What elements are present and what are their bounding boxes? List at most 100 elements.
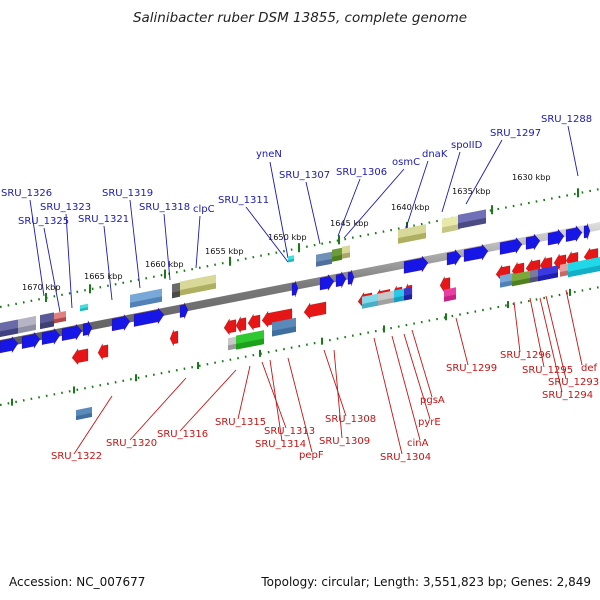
feature-block-10-shade [398, 232, 426, 244]
feature-block-15-shade [272, 326, 296, 337]
scale-label-6: 1660 kbp [145, 259, 184, 269]
feature-block-14-shade [236, 338, 264, 350]
outer-ring [0, 285, 600, 407]
leader-SRU_1296 [513, 301, 521, 353]
leader-cinA [391, 335, 421, 441]
leader-SRU_1320 [129, 377, 187, 441]
feature-block-9-shade [342, 252, 350, 259]
leader-pgsA [411, 329, 433, 398]
topology-text: Topology: circular; Length: 3,551,823 bp… [261, 575, 591, 589]
feature-block-25-shade [568, 265, 600, 278]
gene-label-SRU_1297: SRU_1297 [490, 128, 541, 139]
leader-dnaK [403, 160, 429, 235]
reverse-gene-0 [71, 348, 89, 366]
scale-label-3: 1645 kbp [330, 218, 369, 228]
forward-gene-17 [565, 225, 583, 243]
marker-cyan-2-shade [288, 258, 294, 263]
leader-SRU_1322 [73, 395, 113, 455]
forward-gene-1 [21, 331, 41, 349]
feature-block-7-shade [316, 258, 332, 267]
reverse-gene-4 [235, 316, 247, 334]
scale-label-8: 1670 kbp [22, 282, 61, 292]
gene-label-SRU_1294: SRU_1294 [542, 390, 593, 401]
gene-label-SRU_1323: SRU_1323 [40, 202, 91, 213]
forward-gene-16 [547, 228, 565, 246]
forward-gene-11 [403, 255, 429, 274]
gene-label-SRU_1308: SRU_1308 [325, 414, 376, 425]
forward-gene-4 [111, 314, 131, 332]
feature-block-19-shade [404, 294, 412, 301]
feature-block-lower-shade [76, 412, 92, 421]
reverse-gene-1 [97, 343, 109, 361]
gene-label-def: def [581, 363, 598, 374]
forward-gene-12 [446, 248, 462, 267]
gene-label-SRU_1293: SRU_1293 [548, 377, 599, 388]
gene-label-SRU_1296: SRU_1296 [500, 350, 551, 361]
gene-label-SRU_1314: SRU_1314 [255, 439, 306, 450]
leader-SRU_1316 [179, 369, 237, 432]
forward-gene-5 [133, 307, 165, 327]
feature-block-8-shade [332, 254, 342, 262]
leader-SRU_1295 [529, 297, 545, 368]
gene-label-yneN: yneN [256, 149, 282, 160]
feature-block-0-shade [0, 327, 18, 337]
forward-gene-14 [499, 236, 523, 255]
forward-gene-3 [61, 323, 83, 342]
leader-def [565, 289, 583, 366]
gene-label-SRU_1320: SRU_1320 [106, 438, 157, 449]
forward-gene-8 [319, 273, 335, 292]
forward-gene-6 [179, 302, 189, 319]
gene-label-SRU_1313: SRU_1313 [264, 426, 315, 437]
feature-block-16-shade [362, 300, 378, 309]
leader-SRU_1321 [103, 225, 113, 301]
leader-SRU_1306 [337, 178, 361, 237]
feature-block-1-shade [18, 324, 36, 334]
leader-SRU_1294 [539, 297, 563, 393]
leader-SRU_1293 [545, 295, 567, 380]
gene-label-pyrE: pyrE [418, 417, 441, 428]
gene-label-SRU_1306: SRU_1306 [336, 167, 387, 178]
reverse-gene-5 [247, 313, 261, 331]
gene-label-cinA: cinA [407, 438, 429, 449]
leader-SRU_1319 [129, 199, 141, 289]
leader-SRU_1311 [245, 206, 289, 263]
gene-label-pgsA: pgsA [420, 395, 445, 406]
leader-SRU_1307 [305, 181, 321, 245]
feature-block-11-shade [442, 223, 460, 234]
forward-gene-2 [41, 327, 61, 346]
gene-label-SRU_1325: SRU_1325 [18, 216, 69, 227]
feature-block-24-shade [560, 270, 570, 277]
feature-block-5-shade [172, 291, 180, 299]
marker-magenta-shade [444, 294, 456, 302]
scale-label-5: 1655 kbp [205, 246, 244, 256]
scale-label-2: 1640 kbp [391, 202, 430, 212]
map-title: Salinibacter ruber DSM 13855, complete g… [132, 10, 468, 26]
gene-label-SRU_1319: SRU_1319 [102, 188, 153, 199]
gene-label-SRU_1326: SRU_1326 [1, 188, 52, 199]
gene-label-osmC: osmC [392, 157, 420, 168]
leader-osmC [343, 168, 405, 239]
forward-gene-0 [0, 336, 19, 354]
gene-label-spoIID: spoIID [451, 140, 483, 151]
leader-SRU_1325 [43, 227, 61, 313]
feature-block-22-shade [530, 276, 540, 283]
leader-pyrE [403, 333, 431, 420]
scale-label-1: 1635 kbp [452, 186, 491, 196]
gene-label-SRU_1316: SRU_1316 [157, 429, 208, 440]
gene-label-pepF: pepF [299, 450, 324, 461]
forward-gene-9 [335, 271, 347, 288]
gene-label-clpC: clpC [193, 204, 215, 215]
accession-text: Accession: NC_007677 [9, 575, 146, 589]
forward-gene-15 [525, 233, 541, 251]
leader-SRU_1288 [567, 125, 579, 177]
leader-spoIID [441, 151, 461, 213]
forward-gene-labels: SRU_1326 SRU_1323 SRU_1325 SRU_1321 SRU_1319… [1, 114, 592, 227]
feature-block-13-shade [228, 343, 238, 351]
forward-gene-18 [583, 223, 591, 240]
gene-label-SRU_1304: SRU_1304 [380, 452, 431, 463]
scale-label-0: 1630 kbp [512, 172, 551, 182]
leader-SRU_1326 [29, 199, 45, 297]
feature-block-3-shade [54, 317, 66, 324]
forward-gene-13 [463, 243, 489, 262]
